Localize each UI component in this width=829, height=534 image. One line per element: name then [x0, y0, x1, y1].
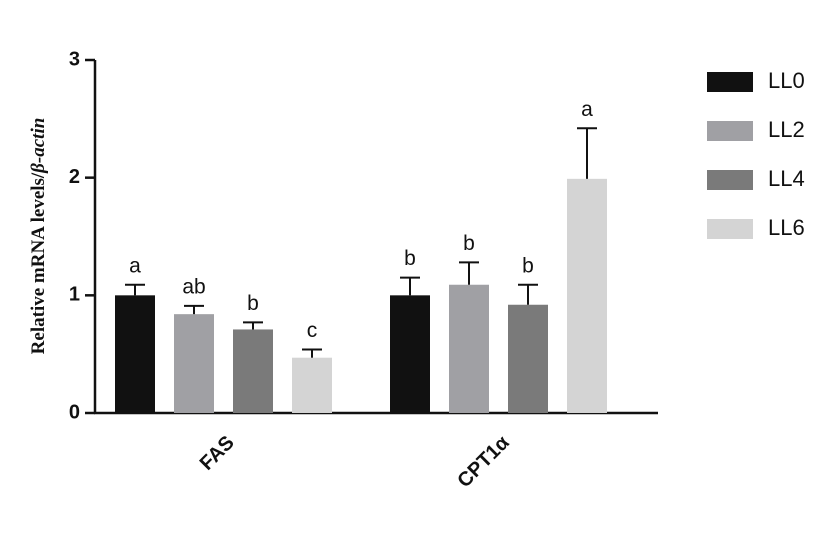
significance-letter: b	[247, 292, 259, 315]
x-tick-label: CPT1α	[453, 431, 514, 492]
y-tick-label: 1	[69, 284, 80, 306]
x-tick-label: FAS	[196, 432, 239, 475]
legend-label: LL2	[768, 117, 805, 142]
bar	[292, 357, 332, 413]
legend-label: LL6	[768, 215, 805, 240]
significance-letter: b	[522, 254, 534, 277]
legend-swatch	[707, 121, 753, 141]
y-tick-label: 0	[69, 401, 80, 423]
bar	[567, 178, 607, 413]
significance-letter: a	[129, 254, 141, 277]
y-label-italic: β-actin	[28, 118, 49, 174]
bar	[233, 329, 273, 413]
legend-swatch	[707, 170, 753, 190]
significance-letter: b	[404, 247, 416, 270]
legend-swatch	[707, 219, 753, 239]
significance-letter: a	[581, 98, 593, 121]
y-tick-label: 3	[69, 48, 80, 70]
legend-label: LL0	[768, 68, 805, 93]
bar	[508, 304, 548, 413]
bar	[174, 314, 214, 413]
bar	[390, 295, 430, 413]
significance-letter: c	[307, 319, 318, 342]
bar	[449, 284, 489, 413]
significance-letter: b	[463, 232, 475, 255]
y-axis-label: Relative mRNA levels/β-actin	[28, 118, 49, 355]
significance-letter: ab	[182, 275, 205, 298]
legend-swatch	[707, 72, 753, 92]
y-tick-label: 2	[69, 166, 80, 188]
y-label-text: Relative mRNA levels/	[28, 172, 49, 354]
bar	[115, 295, 155, 413]
legend-label: LL4	[768, 166, 805, 191]
